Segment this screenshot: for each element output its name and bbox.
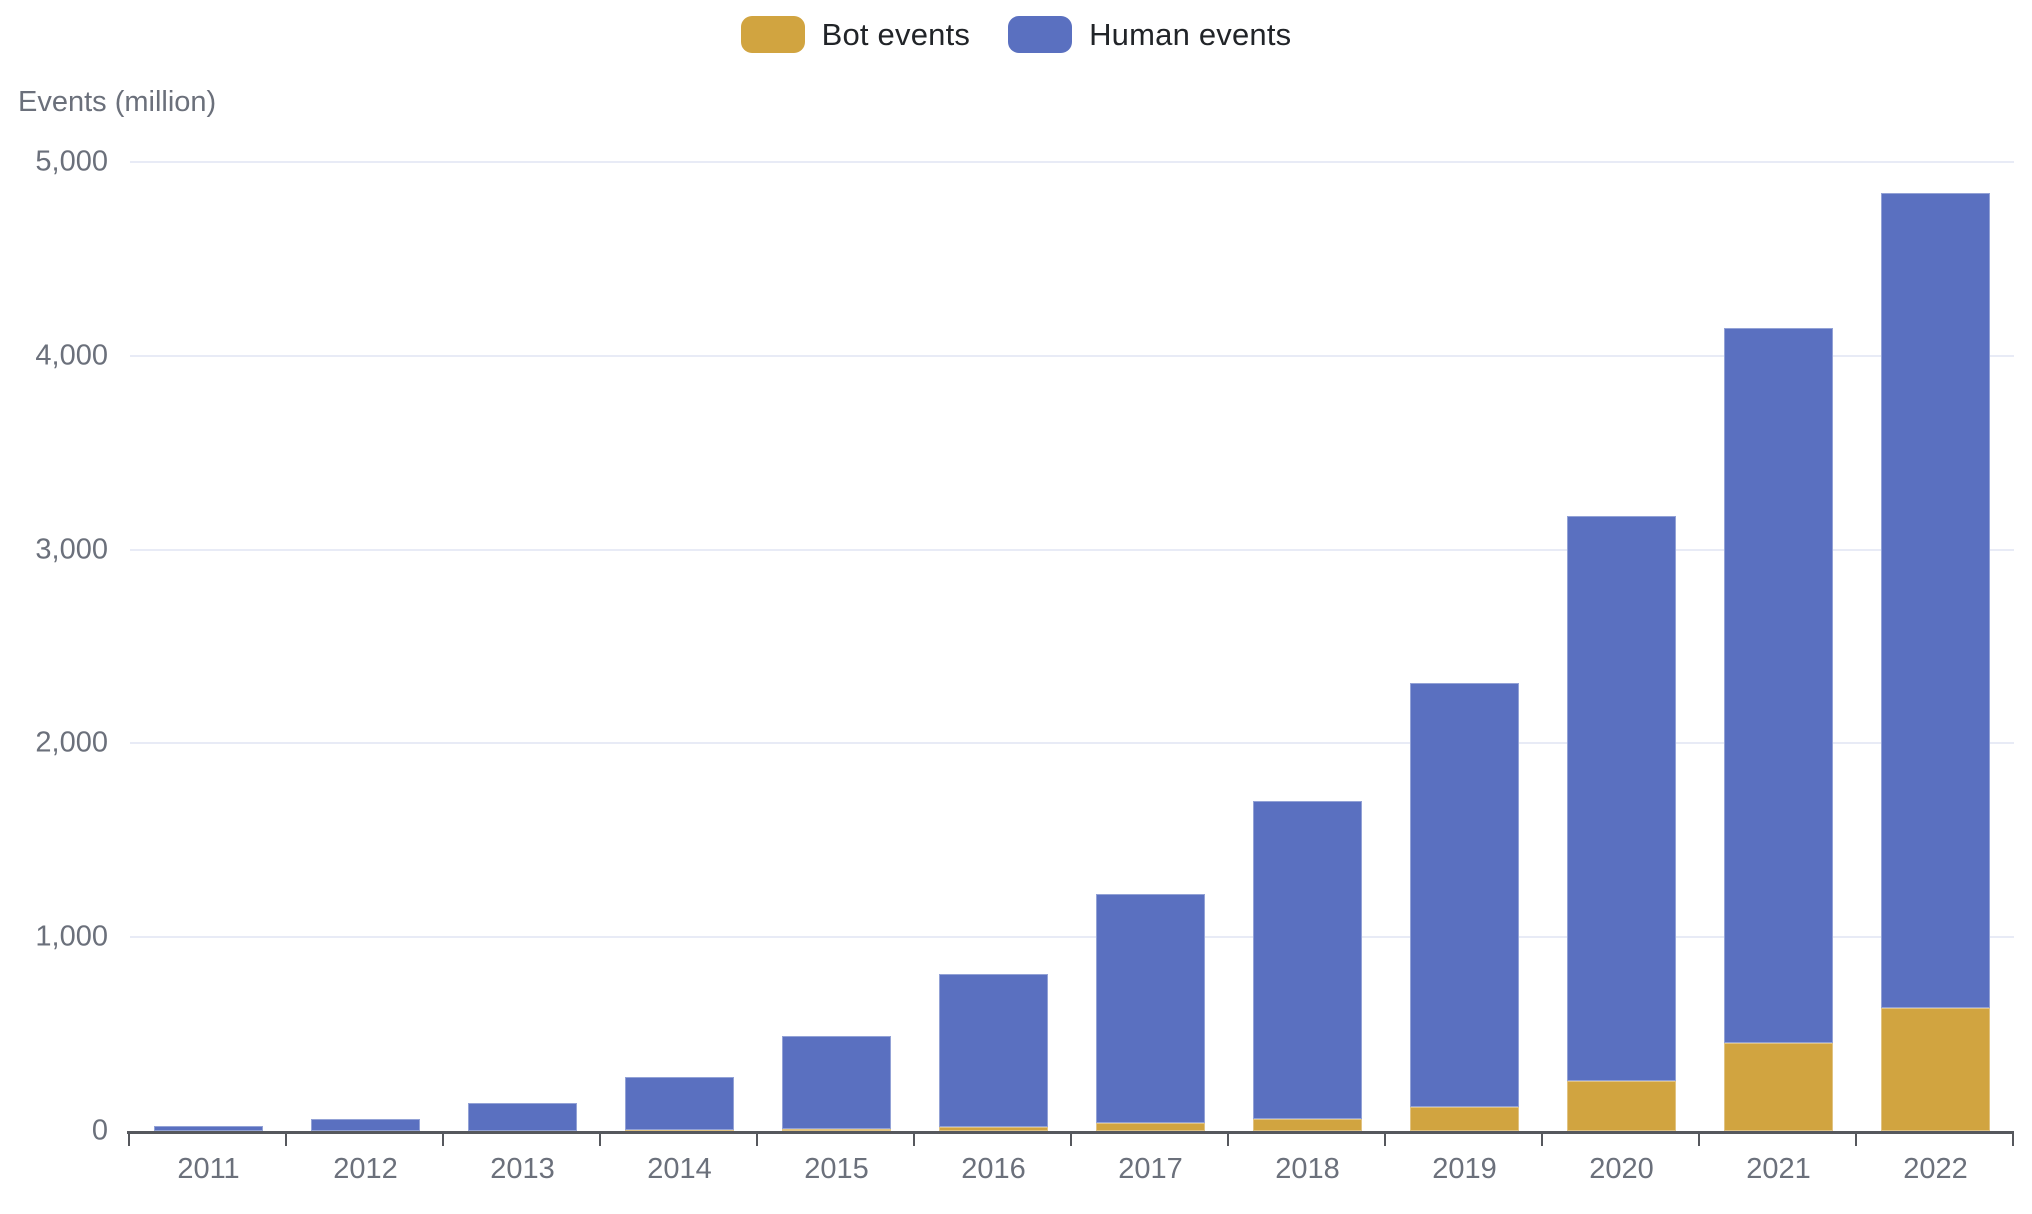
- x-tick-label-2016: 2016: [961, 1153, 1026, 1185]
- x-tick-label-2015: 2015: [804, 1153, 869, 1185]
- bar-2017-bot-events: [1096, 1123, 1205, 1131]
- x-axis-tick: [1698, 1131, 1700, 1146]
- legend-label-bot-events: Bot events: [821, 16, 971, 52]
- gridline-5000: [130, 161, 2014, 163]
- bar-2018-bot-events: [1253, 1119, 1362, 1131]
- x-tick-label-2022: 2022: [1903, 1153, 1968, 1185]
- bar-group-2019: [1410, 162, 1519, 1131]
- bar-group-2022: [1881, 162, 1990, 1131]
- bar-group-2017: [1096, 162, 1205, 1131]
- bar-group-2016: [939, 162, 1048, 1131]
- x-tick-label-2017: 2017: [1118, 1153, 1183, 1185]
- bar-2020-human-events: [1567, 516, 1676, 1081]
- y-axis-title: Events (million): [18, 86, 217, 118]
- x-axis-tick: [756, 1131, 758, 1146]
- bar-2014-bot-events: [625, 1130, 734, 1131]
- bar-2021-bot-events: [1724, 1042, 1833, 1131]
- bar-2017-human-events: [1096, 893, 1205, 1124]
- y-tick-label-2000: 2,000: [35, 726, 108, 759]
- y-tick-label-4000: 4,000: [35, 339, 108, 372]
- bar-2015-human-events: [782, 1036, 891, 1129]
- x-axis-tick: [913, 1131, 915, 1146]
- bar-2021-human-events: [1724, 327, 1833, 1043]
- gridline-1000: [130, 936, 2014, 939]
- x-axis-tick: [1070, 1131, 1072, 1146]
- x-axis-tick: [1384, 1131, 1386, 1146]
- chart-legend: Bot events Human events: [0, 16, 2032, 53]
- bar-group-2020: [1567, 162, 1676, 1131]
- bar-2012-human-events: [311, 1119, 420, 1131]
- bar-2015-bot-events: [782, 1128, 891, 1131]
- x-axis-tick: [1541, 1131, 1543, 1146]
- bar-2014-human-events: [625, 1077, 734, 1131]
- x-tick-label-2019: 2019: [1432, 1153, 1497, 1185]
- x-tick-label-2013: 2013: [490, 1153, 555, 1185]
- x-axis-tick: [1855, 1131, 1857, 1146]
- gridline-2000: [130, 742, 2014, 745]
- legend-item-human-events[interactable]: Human events: [1008, 16, 1291, 53]
- plot-area: [130, 161, 2014, 1131]
- bar-2011-human-events: [154, 1126, 263, 1131]
- x-axis-tick: [442, 1131, 444, 1146]
- x-axis-tick: [1227, 1131, 1229, 1146]
- legend-item-bot-events[interactable]: Bot events: [740, 16, 971, 53]
- bar-2020-bot-events: [1567, 1081, 1676, 1131]
- bar-2016-human-events: [939, 973, 1048, 1128]
- bot-events-swatch-icon: [740, 16, 805, 53]
- bar-2022-human-events: [1881, 193, 1990, 1008]
- gridline-4000: [130, 354, 2014, 357]
- x-axis-tick: [2012, 1131, 2014, 1146]
- x-axis-tick: [599, 1131, 601, 1146]
- bar-group-2012: [311, 162, 420, 1131]
- x-tick-label-2014: 2014: [647, 1153, 712, 1185]
- bar-2013-human-events: [468, 1102, 577, 1131]
- x-tick-label-2012: 2012: [333, 1153, 398, 1185]
- bar-group-2014: [625, 162, 734, 1131]
- y-tick-label-1000: 1,000: [35, 920, 108, 953]
- bar-group-2013: [468, 162, 577, 1131]
- bar-2016-bot-events: [939, 1127, 1048, 1131]
- bar-2022-bot-events: [1881, 1007, 1990, 1131]
- x-tick-label-2018: 2018: [1275, 1153, 1340, 1185]
- bar-group-2021: [1724, 162, 1833, 1131]
- x-axis-tick: [128, 1131, 130, 1146]
- y-tick-label-5000: 5,000: [35, 145, 108, 178]
- y-tick-label-0: 0: [91, 1114, 108, 1147]
- gridline-3000: [130, 548, 2014, 551]
- bar-2018-human-events: [1253, 801, 1362, 1119]
- human-events-swatch-icon: [1008, 16, 1073, 53]
- bar-2019-bot-events: [1410, 1106, 1519, 1131]
- bar-group-2011: [154, 162, 263, 1131]
- bar-group-2015: [782, 162, 891, 1131]
- bar-2019-human-events: [1410, 683, 1519, 1107]
- x-tick-label-2011: 2011: [177, 1153, 240, 1185]
- bar-group-2018: [1253, 162, 1362, 1131]
- y-tick-label-3000: 3,000: [35, 533, 108, 566]
- legend-label-human-events: Human events: [1089, 16, 1292, 52]
- x-tick-label-2020: 2020: [1589, 1153, 1654, 1185]
- x-axis-tick: [285, 1131, 287, 1146]
- x-tick-label-2021: 2021: [1746, 1153, 1811, 1185]
